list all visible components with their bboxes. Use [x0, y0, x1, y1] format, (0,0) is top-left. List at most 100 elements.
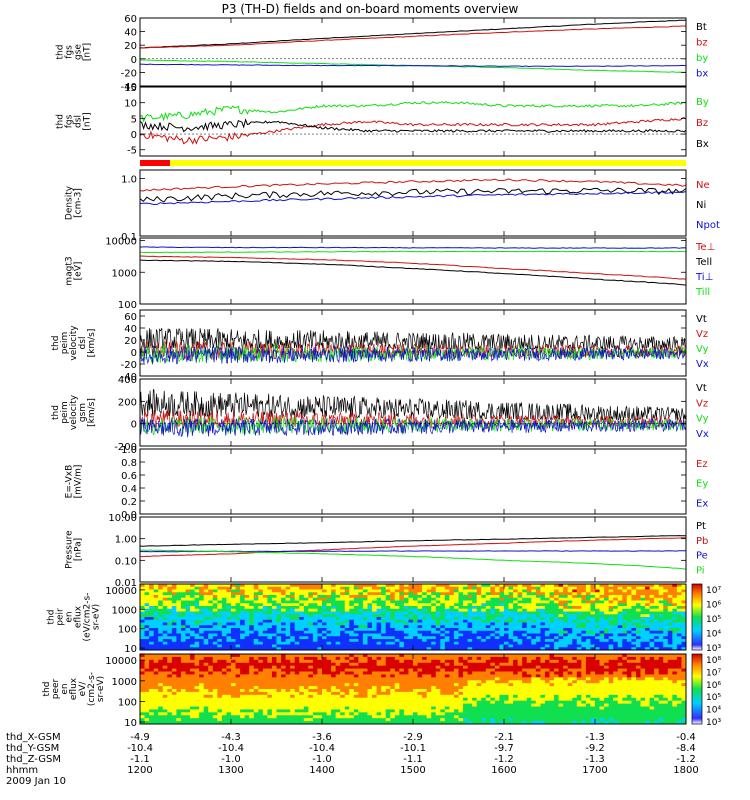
date-label: 2009 Jan 10 — [6, 776, 66, 787]
y-tick-label: 0 — [131, 55, 137, 66]
y-tick-label: 100 — [118, 697, 137, 708]
y-axis-label: thd — [47, 610, 57, 625]
y-tick-label: 10 — [124, 99, 137, 110]
series-line-Tell — [139, 259, 687, 286]
x-tick-label: -10.4 — [309, 743, 335, 754]
y-axis-label: [cm-3] — [74, 188, 84, 218]
y-tick-label: 1000 — [112, 268, 137, 279]
series-line-Pi — [139, 549, 687, 570]
y-axis-label: (cm2-s- — [87, 672, 97, 706]
legend-Bz: Bz — [696, 118, 708, 129]
y-tick-label: 0.10 — [115, 556, 137, 567]
legend-Vz: Vz — [696, 329, 708, 340]
y-tick-label: 10000 — [105, 237, 137, 248]
y-tick-label: 100 — [118, 300, 137, 311]
legend-Ez: Ez — [696, 459, 708, 470]
x-tick-label: 1600 — [491, 765, 516, 776]
y-axis-label: thd — [51, 405, 61, 420]
series-line-Vt — [139, 327, 687, 351]
panel-pressure: 10.00 1.00 0.10 0.01 Pt Pb Pe Pi Pressure [nPa] — [65, 513, 709, 589]
y-axis-label: Density — [65, 185, 75, 220]
y-axis-label: velocity — [69, 325, 79, 361]
y-axis-label: eflux — [74, 605, 84, 628]
x-axis-row-label: hhmm — [6, 765, 38, 776]
y-axis-label: [nPa] — [74, 538, 84, 561]
y-axis-label: peim — [60, 332, 70, 355]
y-tick-label: 0.4 — [121, 484, 137, 495]
y-axis-label: (eV/cm2-s- — [83, 593, 93, 642]
colorbar-tick-label: 10⁴ — [706, 630, 721, 640]
x-tick-label: -2.1 — [494, 732, 514, 743]
y-axis-label: dsl — [74, 115, 84, 128]
series-line-Te⊥ — [139, 255, 687, 280]
y-tick-label: 10 — [124, 718, 137, 729]
colorbar-tick-label: 10⁵ — [706, 693, 721, 703]
y-tick-label: 200 — [118, 397, 137, 408]
colorbar-tick-label: 10⁵ — [706, 615, 721, 625]
x-tick-label: 1500 — [400, 765, 425, 776]
legend-Ti⊥: Ti⊥ — [695, 272, 713, 283]
legend-Pt: Pt — [696, 521, 706, 532]
x-tick-label: -1.3 — [585, 754, 605, 765]
y-axis-label: peer — [51, 678, 61, 699]
series-line-Bz — [139, 117, 687, 145]
y-axis-label: [km/s] — [87, 398, 97, 427]
y-axis-label: sr-eV) — [92, 604, 102, 630]
series-line-Vx — [139, 417, 687, 438]
y-tick-label: -20 — [121, 360, 137, 371]
series-line-Pb — [140, 537, 686, 558]
ion_spectrogram-colorbar — [691, 583, 703, 651]
electron_spectrogram-colorbar — [691, 653, 703, 725]
y-axis-label: fgs — [65, 45, 75, 59]
legend-By: By — [696, 97, 709, 108]
panel-ion_spectrogram: 10⁷ 10⁶ 10⁵ 10⁴ 10³ 10000 1000 100 10 thd peir en ef… — [47, 583, 721, 655]
y-axis-label: thd — [42, 682, 52, 697]
x-tick-label: 1700 — [582, 765, 607, 776]
y-axis-label: [eV] — [74, 262, 84, 281]
y-axis-label: en — [60, 683, 70, 694]
series-line-Ti⊥ — [139, 246, 687, 249]
panel-fgs: 60 40 20 0 -20 -40 Bt bz by bx thd fgs gse [nT] — [56, 14, 709, 93]
y-tick-label: 1.0 — [121, 445, 137, 456]
y-tick-label: 1.00 — [115, 535, 137, 546]
y-axis-label: fgs — [65, 114, 75, 128]
y-axis-label: [km/s] — [87, 329, 97, 358]
legend-by: by — [696, 53, 708, 64]
legend-Ne: Ne — [696, 180, 710, 191]
series-line-By — [139, 100, 687, 123]
y-tick-label: 10000 — [105, 656, 137, 667]
y-tick-label: 0.1 — [121, 232, 137, 243]
y-axis-label: gsm — [78, 403, 88, 422]
x-tick-label: -1.1 — [403, 754, 423, 765]
y-tick-label: 40 — [124, 28, 137, 39]
ion_spectrogram-cells — [140, 584, 687, 651]
y-tick-label: 1.0 — [121, 174, 137, 185]
y-tick-label: 1000 — [112, 677, 137, 688]
y-tick-label: 0.8 — [121, 458, 137, 469]
y-axis-label: [nT] — [83, 43, 93, 61]
x-tick-label: -9.7 — [494, 743, 514, 754]
y-tick-label: 10 — [124, 644, 137, 655]
legend-bx: bx — [696, 69, 708, 80]
y-axis-label: magt3 — [65, 256, 75, 285]
y-tick-label: 1000 — [112, 605, 137, 616]
x-tick-label: -10.1 — [400, 743, 426, 754]
y-tick-label: 0.01 — [115, 578, 137, 589]
y-axis-label: gse — [74, 44, 84, 60]
legend-Vy: Vy — [696, 414, 709, 425]
chart-title: P3 (TH-D) fields and on-board moments ov… — [222, 2, 519, 16]
x-tick-label: 1400 — [309, 765, 334, 776]
y-tick-label: 10.00 — [108, 513, 137, 524]
y-tick-label: -40 — [121, 82, 137, 93]
legend-Ni: Ni — [696, 200, 706, 211]
legend-Tell: Tell — [695, 257, 712, 268]
series-line-Pt — [139, 535, 686, 547]
x-tick-label: -4.9 — [130, 732, 150, 743]
y-axis-label: sr-eV) — [96, 676, 106, 702]
y-tick-label: 0.6 — [121, 471, 137, 482]
legend-Pi: Pi — [696, 565, 705, 576]
x-tick-label: -3.6 — [312, 732, 332, 743]
legend-Vx: Vx — [696, 429, 709, 440]
